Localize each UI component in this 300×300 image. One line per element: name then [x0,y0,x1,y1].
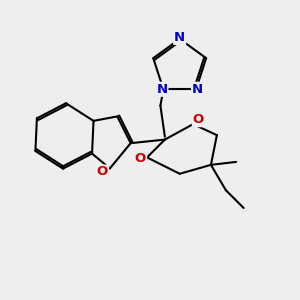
Text: N: N [174,31,185,44]
Text: O: O [193,113,204,126]
Text: N: N [192,83,203,96]
Text: O: O [135,152,146,165]
Text: O: O [97,166,108,178]
Text: N: N [156,83,167,96]
